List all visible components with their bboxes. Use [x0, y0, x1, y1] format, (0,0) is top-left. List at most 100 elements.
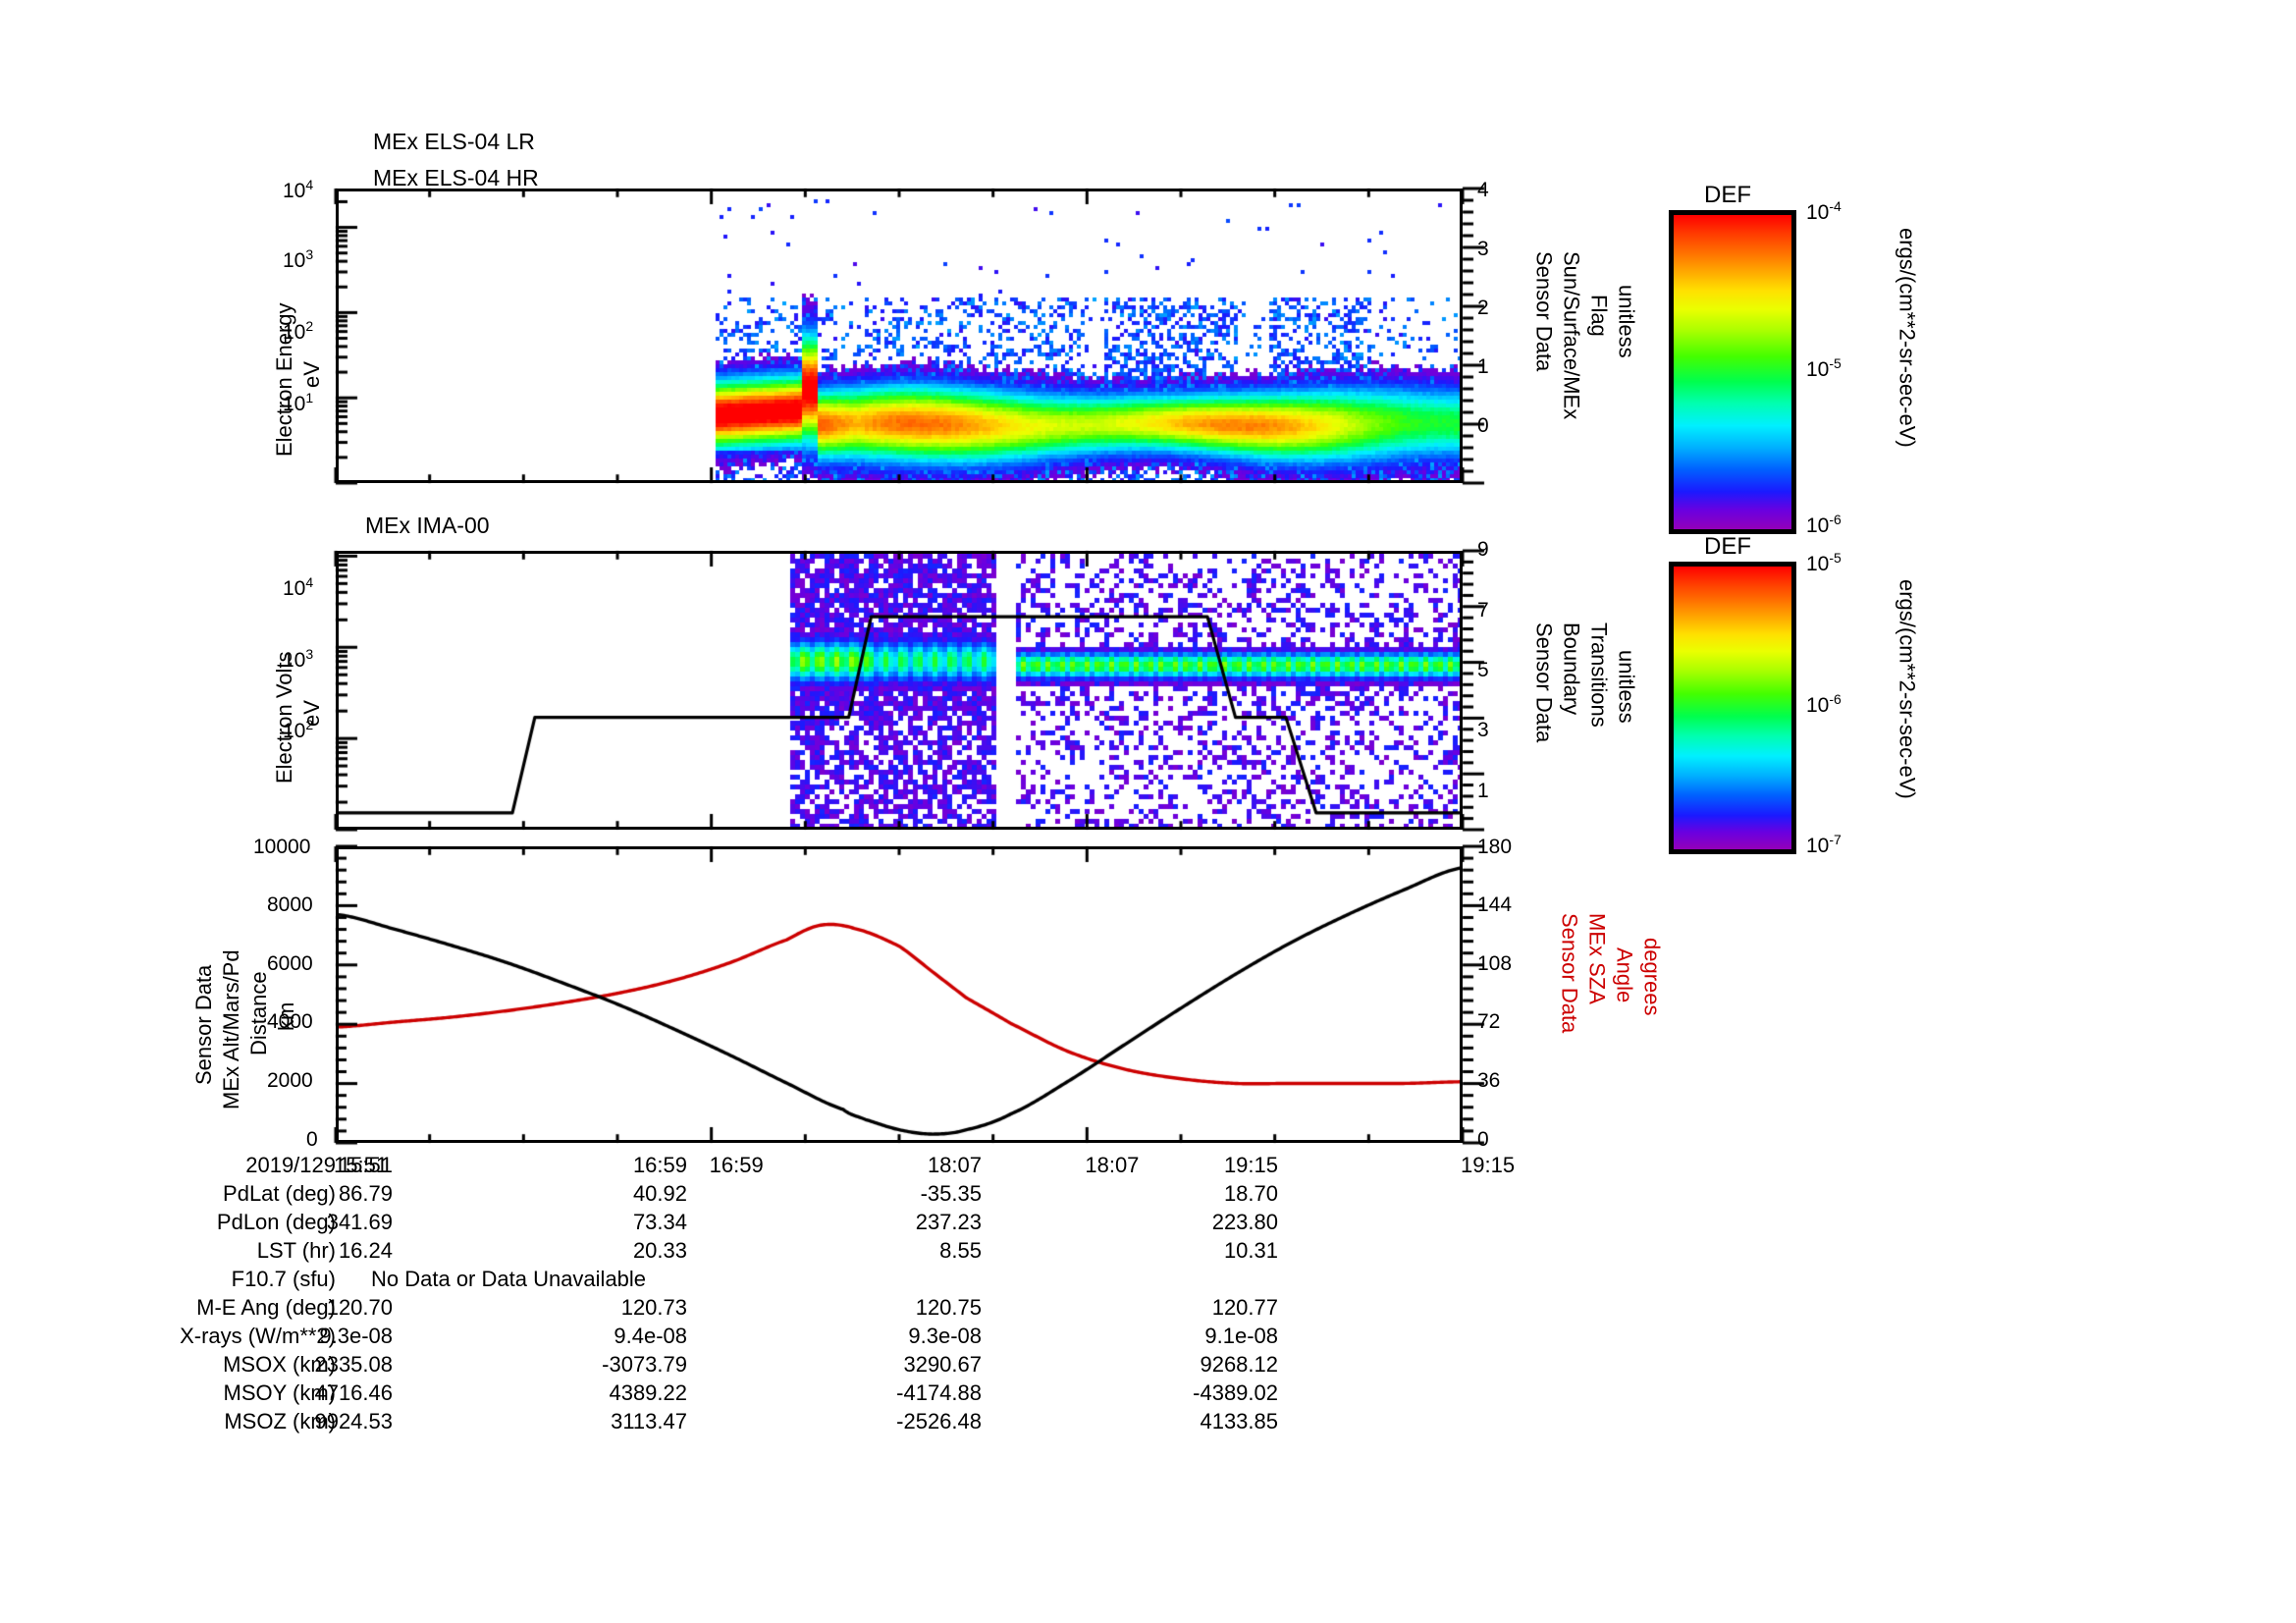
- panel2-ylabel-left: Electron Volts: [272, 617, 297, 784]
- table-row-value: 3113.47: [611, 1409, 687, 1434]
- panel3-ylabel-right-1: Sensor Data: [1557, 913, 1582, 1034]
- panel3-ytick-0: 0: [306, 1128, 318, 1151]
- panel2-ytick-right-1: 1: [1477, 780, 1489, 802]
- table-row-value: 20.33: [632, 1238, 687, 1263]
- panel1-ytick-right-0: 0: [1477, 414, 1489, 437]
- table-row-value: 9268.12: [1200, 1352, 1278, 1377]
- table-row-value: 2335.08: [314, 1352, 393, 1377]
- colorbar1-gradient: [1674, 215, 1791, 529]
- panel3-ytick-right-180: 180: [1477, 836, 1513, 858]
- panel2-ytick-right-5: 5: [1477, 659, 1489, 681]
- table-row-value: 86.79: [338, 1181, 393, 1206]
- panel3-ytick-4000: 4000: [267, 1010, 313, 1033]
- colorbar2-gradient: [1674, 567, 1791, 849]
- panel1-ytick-1e4: 104: [283, 177, 314, 202]
- table-row-value: -4389.02: [1193, 1380, 1278, 1405]
- panel2-ylabel-right-line1: Sensor Data: [1531, 622, 1557, 743]
- panel1-ylabel-right-2: Sun/Surface/MEx: [1559, 251, 1584, 420]
- table-row-value: 18:07: [927, 1153, 982, 1177]
- panel3-ylabel-right-4: degrees: [1639, 938, 1665, 1016]
- panel1-ylabel-right-line4: unitless: [1614, 285, 1639, 358]
- table-row-value: 120.73: [620, 1295, 687, 1320]
- panel1-ytick-right-3: 3: [1477, 238, 1489, 260]
- panel3-ytick-6000: 6000: [267, 952, 313, 975]
- xaxis-tick-label: 18:07: [1085, 1153, 1140, 1177]
- panel2-ylabel-right-line3: Transitions: [1586, 622, 1612, 728]
- table-row-value: No Data or Data Unavailable: [371, 1267, 647, 1291]
- panel2-ytick-right-3: 3: [1477, 719, 1489, 741]
- panel2-ylabel-right-line2: Boundary: [1559, 622, 1584, 716]
- table-row-value: 3290.67: [903, 1352, 982, 1377]
- panel1-title-hr: MEx ELS-04 HR: [373, 165, 539, 191]
- xaxis-tick-label: 19:15: [1461, 1153, 1516, 1177]
- panel1-title-lr-text: MEx ELS-04 LR: [373, 129, 535, 154]
- colorbar2-tick-bot: 10-7: [1806, 832, 1842, 857]
- panel1-ylabel-right-4: unitless: [1614, 285, 1639, 358]
- table-row-label: F10.7 (sfu): [231, 1267, 336, 1291]
- table-row-value: 16.24: [338, 1238, 393, 1263]
- xaxis-tick-label: 15:51: [334, 1153, 389, 1177]
- panel1-ytick-right-2: 2: [1477, 297, 1489, 319]
- colorbar1-tick-top: 10-4: [1806, 198, 1842, 224]
- panel3-ylabel-left-1: Sensor Data: [191, 938, 217, 1085]
- table-row-value: 120.77: [1211, 1295, 1278, 1320]
- table-row-value: 9.3e-08: [908, 1324, 982, 1348]
- panel3-ylabel-right-line2: MEx SZA: [1584, 913, 1610, 1004]
- table-row-value: -3073.79: [602, 1352, 687, 1377]
- panel1-ytick-right-4: 4: [1477, 179, 1489, 201]
- panel2-ylabel-right-3: Transitions: [1586, 622, 1612, 728]
- colorbar1-tick-mid: 10-5: [1806, 355, 1842, 381]
- table-row-value: 8.55: [939, 1238, 982, 1263]
- panel3-ytick-right-0: 0: [1477, 1128, 1489, 1151]
- panel1-ytick-1e2: 102: [283, 318, 314, 344]
- panel2-spectrogram-canvas: [339, 554, 1460, 827]
- table-row-value: -2526.48: [896, 1409, 982, 1434]
- panel1-title-lr: MEx ELS-04 LR: [373, 129, 535, 155]
- table-row-value: 18.70: [1223, 1181, 1278, 1206]
- panel3-ytick-right-72: 72: [1477, 1010, 1501, 1033]
- colorbar1-box: [1669, 210, 1796, 534]
- panel3-ylabel-right-line3: Angle: [1612, 947, 1637, 1003]
- panel3-ylabel-left-2: MEx Alt/Mars/Pd: [219, 918, 244, 1109]
- table-row-value: -4174.88: [896, 1380, 982, 1405]
- panel1-ylabel-right-line3: Flag: [1586, 295, 1612, 337]
- table-row-value: 120.70: [326, 1295, 393, 1320]
- panel2-title-text: MEx IMA-00: [365, 513, 490, 538]
- panel1-ylabel-right: Sensor Data: [1531, 251, 1557, 371]
- panel2-ylabel-right: Sensor Data: [1531, 622, 1557, 743]
- colorbar2-unit-text: ergs/(cm**2-sr-sec-eV): [1895, 579, 1920, 799]
- panel3-ylabel-right-3: Angle: [1612, 947, 1637, 1003]
- table-row-value: 4389.22: [609, 1380, 687, 1405]
- colorbar1-tick-bot: 10-6: [1806, 512, 1842, 537]
- panel2-plot-frame[interactable]: [336, 551, 1463, 830]
- panel2-title: MEx IMA-00: [365, 513, 490, 539]
- panel1-ylabel-left: Electron Energy: [272, 250, 297, 457]
- colorbar2-title: DEF: [1704, 533, 1751, 560]
- panel3-ylabel-right-line1: Sensor Data: [1557, 913, 1582, 1034]
- table-row-value: 9.1e-08: [1204, 1324, 1278, 1348]
- panel1-title-hr-text: MEx ELS-04 HR: [373, 165, 539, 190]
- panel3-plot-frame[interactable]: [336, 846, 1463, 1143]
- panel2-ylabel-right-line4: unitless: [1614, 650, 1639, 724]
- colorbar2-tick-top: 10-5: [1806, 550, 1842, 575]
- panel1-ylabel-right-3: Flag: [1586, 295, 1612, 337]
- panel2-ytick-1e2: 102: [283, 717, 314, 742]
- colorbar1-unit-text: ergs/(cm**2-sr-sec-eV): [1895, 228, 1920, 448]
- panel1-ylabel-right-line2: Sun/Surface/MEx: [1559, 251, 1584, 420]
- colorbar1-unit-label: ergs/(cm**2-sr-sec-eV): [1895, 228, 1920, 448]
- panel1-plot-frame[interactable]: [336, 189, 1463, 483]
- table-row-value: 19:15: [1223, 1153, 1278, 1177]
- table-row-value: 237.23: [915, 1210, 982, 1234]
- table-row-value: 73.34: [632, 1210, 687, 1234]
- panel2-ytick-right-7: 7: [1477, 599, 1489, 622]
- table-row-value: 4133.85: [1200, 1409, 1278, 1434]
- table-row-value: 16:59: [632, 1153, 687, 1177]
- panel2-ytick-1e3: 103: [283, 646, 314, 672]
- table-row-value: 4716.46: [314, 1380, 393, 1405]
- panel3-ytick-right-36: 36: [1477, 1069, 1501, 1092]
- table-row-value: 9.4e-08: [614, 1324, 687, 1348]
- panel3-ytick-10000: 10000: [253, 836, 311, 858]
- panel3-ytick-2000: 2000: [267, 1069, 313, 1092]
- colorbar1-title: DEF: [1704, 182, 1751, 208]
- colorbar2-box: [1669, 562, 1796, 854]
